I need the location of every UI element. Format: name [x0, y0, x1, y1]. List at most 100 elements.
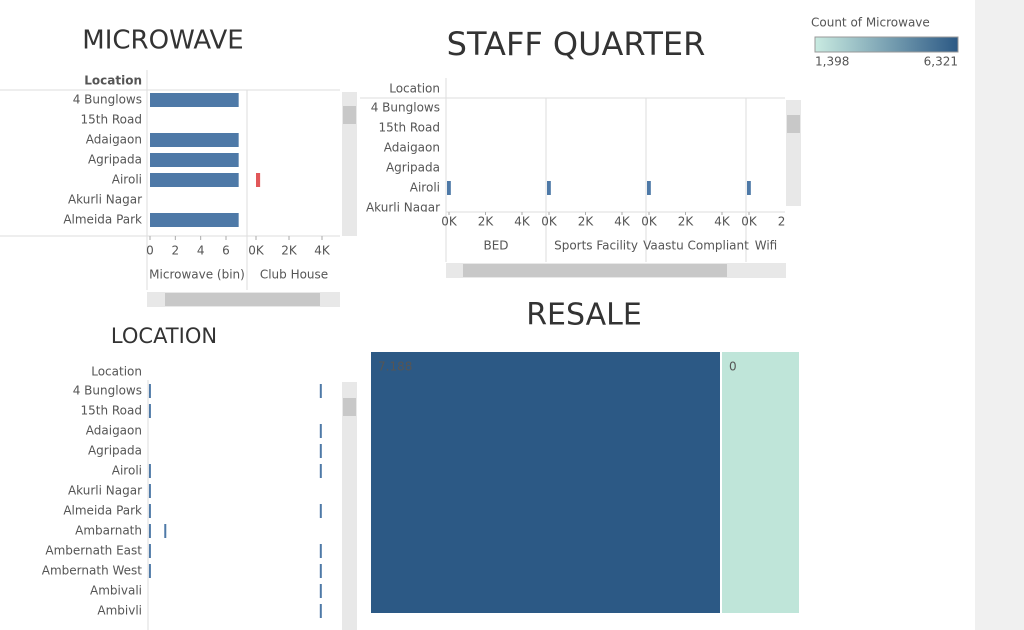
- mark: [164, 524, 167, 538]
- x-tick-label: 0K: [248, 244, 265, 258]
- mark: [319, 424, 322, 438]
- bar: [447, 181, 451, 195]
- mark: [319, 604, 322, 618]
- x-tick-label: 0K: [541, 215, 558, 229]
- column-label: Wifi: [755, 239, 778, 253]
- treemap-cell: [722, 352, 799, 613]
- legend-scale: [814, 36, 959, 53]
- bar: [150, 173, 239, 187]
- bar: [150, 93, 239, 107]
- bar: [150, 133, 239, 147]
- frame: [0, 70, 785, 630]
- mark: [148, 524, 151, 538]
- mark: [148, 404, 151, 418]
- mark: [319, 384, 322, 398]
- row-header: Location: [84, 74, 142, 88]
- x-tick-label: 4K: [614, 215, 631, 229]
- resale-panel: RESALE 7.188 0: [371, 298, 799, 613]
- x-tick-label: 0K: [741, 215, 758, 229]
- row-label: Agripada: [88, 444, 142, 458]
- x-tick-label: 4K: [714, 215, 731, 229]
- mark: [148, 464, 151, 478]
- x-tick-label: 0: [146, 244, 154, 258]
- rows: 4 Bunglows 15th Road Adaigaon Agripada Airol…: [366, 101, 751, 215]
- panel-title: STAFF QUARTER: [447, 25, 706, 63]
- panel-title: LOCATION: [111, 324, 217, 348]
- bar: [547, 181, 551, 195]
- row-label: Ambernath East: [45, 544, 142, 558]
- bar: [150, 213, 239, 227]
- mark: [319, 464, 322, 478]
- mark: [319, 444, 322, 458]
- row-label: 4 Bunglows: [73, 93, 142, 107]
- x-tick-label: 2: [172, 244, 180, 258]
- mark: [319, 544, 322, 558]
- mark: [319, 584, 322, 598]
- column-label: BED: [483, 239, 508, 253]
- x-tick-label: 4K: [514, 215, 531, 229]
- panel-title: RESALE: [526, 298, 642, 333]
- x-tick-label: 0K: [441, 215, 458, 229]
- row-label: Airoli: [112, 173, 142, 187]
- legend-title: Count of Microwave: [811, 16, 930, 30]
- row-label: Almeida Park: [63, 213, 142, 227]
- x-tick-label: 4: [197, 244, 205, 258]
- row-label: 15th Road: [80, 404, 142, 418]
- x-tick-label: 2K: [678, 215, 695, 229]
- mark: [319, 564, 322, 578]
- row-label: Akurli Nagar: [68, 484, 142, 498]
- row-label: Adaigaon: [384, 141, 440, 155]
- row-header: Location: [389, 82, 440, 96]
- rows: 4 Bunglows 15th Road Adaigaon Agripada Airol…: [42, 384, 322, 618]
- x-tick-label: 4K: [314, 244, 331, 258]
- row-label: Ambivali: [90, 584, 142, 598]
- axis-label: Microwave (bin): [149, 268, 245, 282]
- mark: [148, 544, 151, 558]
- staff-quarter-panel: STAFF QUARTER Location 4 Bunglows 15th Road…: [366, 25, 831, 253]
- value-label: 0: [729, 360, 737, 374]
- row-label: Agripada: [386, 161, 440, 175]
- legend: Count of Microwave 1,398 6,321: [811, 16, 959, 69]
- row-label: 15th Road: [378, 121, 440, 135]
- x-tick-label: 0K: [641, 215, 658, 229]
- dashboard: MICROWAVE Location 4 Bunglows 15th Road Adai…: [0, 0, 975, 630]
- mark: [148, 504, 151, 518]
- row-label: 4 Bunglows: [371, 101, 440, 115]
- microwave-panel: MICROWAVE Location 4 Bunglows 15th Road Adai…: [63, 26, 331, 282]
- treemap-cell: [371, 352, 720, 613]
- row-label: Airoli: [112, 464, 142, 478]
- legend-max: 6,321: [924, 55, 958, 69]
- x-tick-label: 2K: [578, 215, 595, 229]
- row-label: Akurli Nagar: [366, 201, 440, 215]
- row-label: Akurli Nagar: [68, 193, 142, 207]
- x-tick-label: 4K: [814, 215, 831, 229]
- row-label: 15th Road: [80, 113, 142, 127]
- row-label: Ambivli: [97, 604, 142, 618]
- x-tick-label: 2K: [281, 244, 298, 258]
- row-label: Agripada: [88, 153, 142, 167]
- axis-label: Club House: [260, 268, 328, 282]
- bar: [647, 181, 651, 195]
- row-label: Adaigaon: [86, 133, 142, 147]
- row-label: Adaigaon: [86, 424, 142, 438]
- x-tick-label: 2K: [778, 215, 795, 229]
- x-tick-label: 2K: [478, 215, 495, 229]
- scrollbars[interactable]: [147, 92, 801, 630]
- panel-title: MICROWAVE: [82, 26, 243, 56]
- location-panel: LOCATION Location 4 Bunglows 15th Road Adaig…: [42, 324, 322, 618]
- row-label: Ambarnath: [75, 524, 142, 538]
- row-label: Almeida Park: [63, 504, 142, 518]
- column-label: Vaastu Compliant: [643, 239, 749, 253]
- row-label: 4 Bunglows: [73, 384, 142, 398]
- bar: [256, 173, 261, 187]
- row-header: Location: [91, 365, 142, 379]
- column-label: Sports Facility: [554, 239, 638, 253]
- bar: [150, 153, 239, 167]
- row-label: Ambernath West: [42, 564, 143, 578]
- mark: [148, 564, 151, 578]
- legend-min: 1,398: [815, 55, 849, 69]
- mark: [319, 504, 322, 518]
- mark: [148, 384, 151, 398]
